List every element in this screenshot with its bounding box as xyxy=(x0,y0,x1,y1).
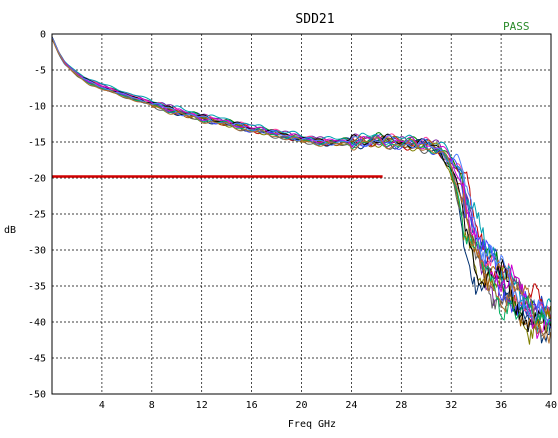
y-tick-label-6: -30 xyxy=(28,246,46,257)
x-tick-label-5: 24 xyxy=(345,400,357,411)
x-tick-label-1: 8 xyxy=(149,400,155,411)
x-tick-label-2: 12 xyxy=(196,400,208,411)
plot-frame xyxy=(51,33,552,395)
trace-6 xyxy=(51,38,551,334)
status-badge: PASS xyxy=(503,20,530,33)
x-tick-label-7: 32 xyxy=(445,400,457,411)
y-tick-label-4: -20 xyxy=(28,174,46,185)
y-tick-label-10: -50 xyxy=(28,390,46,401)
y-tick-label-7: -35 xyxy=(28,282,46,293)
y-axis-label: dB xyxy=(4,225,16,236)
series-layer xyxy=(51,36,551,345)
y-tick-label-9: -45 xyxy=(28,354,46,365)
x-tick-label-6: 28 xyxy=(395,400,407,411)
chart-title: SDD21 xyxy=(295,12,334,27)
x-tick-label-8: 36 xyxy=(495,400,507,411)
y-tick-label-1: -5 xyxy=(34,66,46,77)
trace-12 xyxy=(51,36,551,334)
x-axis-label: Freq GHz xyxy=(288,419,336,430)
x-tick-label-3: 16 xyxy=(246,400,258,411)
y-tick-label-3: -15 xyxy=(28,138,46,149)
x-tick-label-0: 4 xyxy=(99,400,105,411)
y-tick-labels: 0 -5 -10 -15 -20 -25 -30 -35 -40 -45 -50 xyxy=(28,30,46,401)
y-tick-label-2: -10 xyxy=(28,102,46,113)
trace-16 xyxy=(51,38,551,344)
y-tick-label-5: -25 xyxy=(28,210,46,221)
x-tick-labels: 4 8 12 16 20 24 28 32 36 40 xyxy=(99,400,557,411)
x-tick-label-4: 20 xyxy=(295,400,307,411)
y-tick-label-0: 0 xyxy=(40,30,46,41)
x-tick-label-9: 40 xyxy=(545,400,557,411)
y-tick-label-8: -40 xyxy=(28,318,46,329)
